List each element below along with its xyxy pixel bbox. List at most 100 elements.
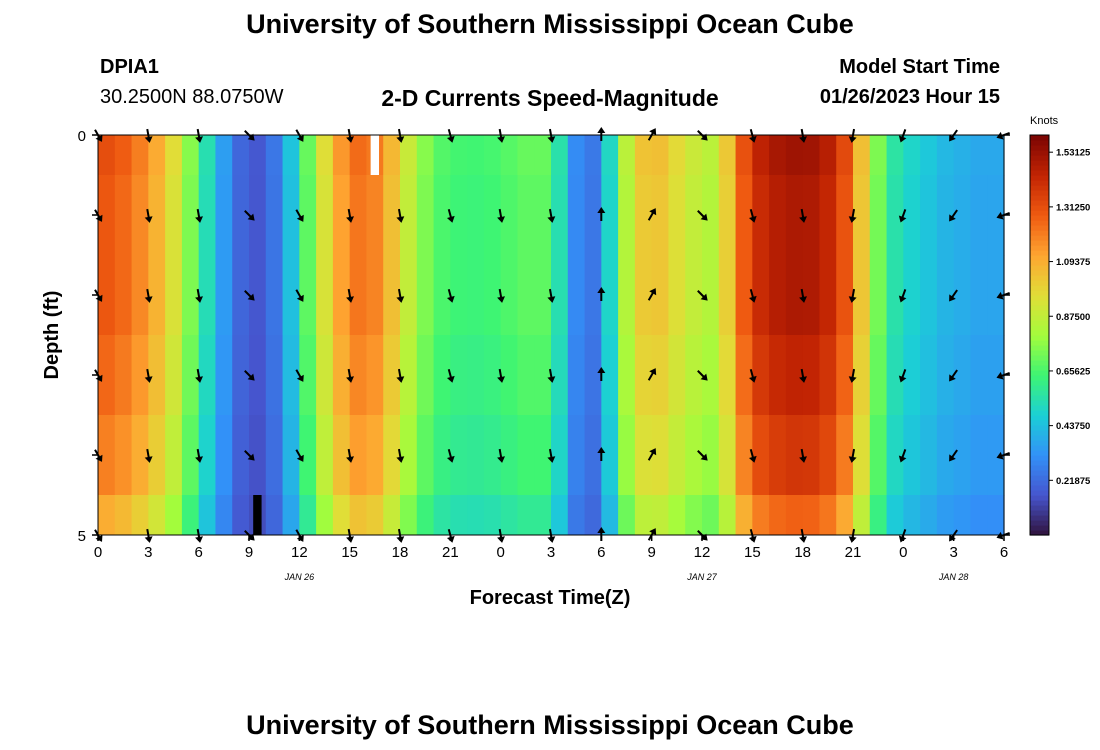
heatmap-cell (265, 135, 284, 176)
heatmap-cell (366, 495, 384, 536)
arrow-shaft (447, 208, 453, 219)
heatmap-cell (567, 415, 586, 496)
heatmap-cell (450, 135, 468, 176)
heatmap-cell (953, 175, 972, 256)
heatmap-cell (500, 495, 519, 536)
date-label: JAN 27 (686, 572, 718, 582)
heatmap-cell (634, 255, 653, 336)
arrow-shaft (647, 371, 655, 381)
heatmap-cell (903, 135, 921, 176)
colorbar-segment (1030, 495, 1049, 501)
heatmap-cell (265, 175, 284, 256)
arrow-head (949, 374, 956, 382)
arrow-shaft (749, 128, 755, 139)
heatmap-cell (165, 175, 183, 256)
arrow-head (996, 131, 1004, 140)
current-arrow (949, 449, 958, 462)
arrow-shaft (548, 288, 553, 299)
arrow-head (144, 536, 153, 543)
heatmap-cell (517, 495, 535, 536)
arrow-shaft (901, 449, 907, 459)
heatmap-cell (400, 495, 418, 536)
heatmap-cell (467, 135, 485, 176)
arrow-shaft (295, 369, 302, 379)
arrow-head (396, 536, 405, 543)
heatmap-cell (702, 415, 720, 496)
heatmap-cell (752, 495, 770, 536)
heatmap-cell (181, 495, 200, 536)
colorbar-segment (1030, 425, 1049, 431)
heatmap-cell (886, 415, 904, 496)
current-arrow (949, 369, 958, 382)
heatmap-cell (450, 255, 468, 336)
arrow-head (649, 448, 657, 456)
arrow-head (296, 214, 304, 222)
current-arrow (144, 128, 153, 143)
heatmap-cell (987, 255, 1005, 336)
heatmap-cell (651, 255, 670, 336)
arrow-head (597, 127, 606, 133)
heatmap-cell (383, 175, 401, 256)
colorbar-segment (1030, 295, 1049, 301)
colorbar-segment (1030, 405, 1049, 411)
heatmap-cell (869, 415, 888, 496)
current-arrow (396, 128, 405, 143)
heatmap-cell (651, 135, 670, 176)
arrow-shaft (697, 370, 705, 378)
arrow-head (396, 136, 405, 143)
current-arrow (446, 288, 455, 303)
arrow-head (195, 376, 203, 383)
arrow-head (144, 216, 153, 223)
heatmap-cell (903, 415, 921, 496)
colorbar-segment (1030, 475, 1049, 481)
heatmap-cell (517, 255, 535, 336)
current-arrow (94, 449, 103, 462)
heatmap-cell (802, 175, 821, 256)
colorbar-segment (1030, 250, 1049, 256)
x-tick-label: 9 (647, 544, 655, 561)
colorbar-segment (1030, 380, 1049, 386)
heatmap-cell (735, 335, 753, 416)
arrow-head (296, 134, 304, 142)
heatmap-cell (903, 335, 921, 416)
heatmap-cell (383, 135, 401, 176)
heatmap-cell (618, 175, 636, 256)
x-tick-label: 21 (442, 544, 459, 561)
missing-data-cell (370, 135, 380, 175)
heatmap-cell (953, 335, 972, 416)
x-tick-label: 21 (845, 544, 862, 561)
heatmap-cell (198, 495, 217, 536)
heatmap-cell (299, 335, 317, 416)
arrow-shaft (800, 128, 805, 139)
date-label: JAN 26 (284, 572, 315, 582)
heatmap-cell (718, 175, 737, 256)
colorbar-segment (1030, 515, 1049, 521)
heatmap-cell (668, 495, 686, 536)
heatmap-cell (500, 135, 519, 176)
arrow-head (95, 294, 103, 302)
current-arrow (446, 448, 455, 463)
colorbar-segment (1030, 290, 1049, 296)
page-title: University of Southern Mississippi Ocean… (246, 9, 854, 39)
current-arrow (898, 369, 907, 383)
arrow-head (396, 456, 405, 463)
heatmap-cell (702, 495, 720, 536)
colorbar-segment (1030, 170, 1049, 176)
arrow-shaft (196, 448, 201, 459)
heatmap-cell (970, 135, 988, 176)
arrow-head (597, 287, 606, 293)
current-arrow (295, 449, 304, 462)
heatmap-cell (685, 495, 703, 536)
heatmap-cell (735, 255, 753, 336)
x-tick-label: 3 (949, 544, 957, 561)
heatmap-cell (534, 415, 552, 496)
colorbar-frame (1029, 134, 1050, 536)
arrow-head (597, 207, 606, 213)
arrow-shaft (800, 208, 805, 219)
heatmap-cell (98, 415, 116, 496)
heatmap-cell (584, 415, 602, 496)
x-tick-label: 3 (144, 544, 152, 561)
heatmap-cell (416, 415, 435, 496)
arrow-shaft (498, 368, 503, 379)
arrow-head (95, 214, 103, 222)
